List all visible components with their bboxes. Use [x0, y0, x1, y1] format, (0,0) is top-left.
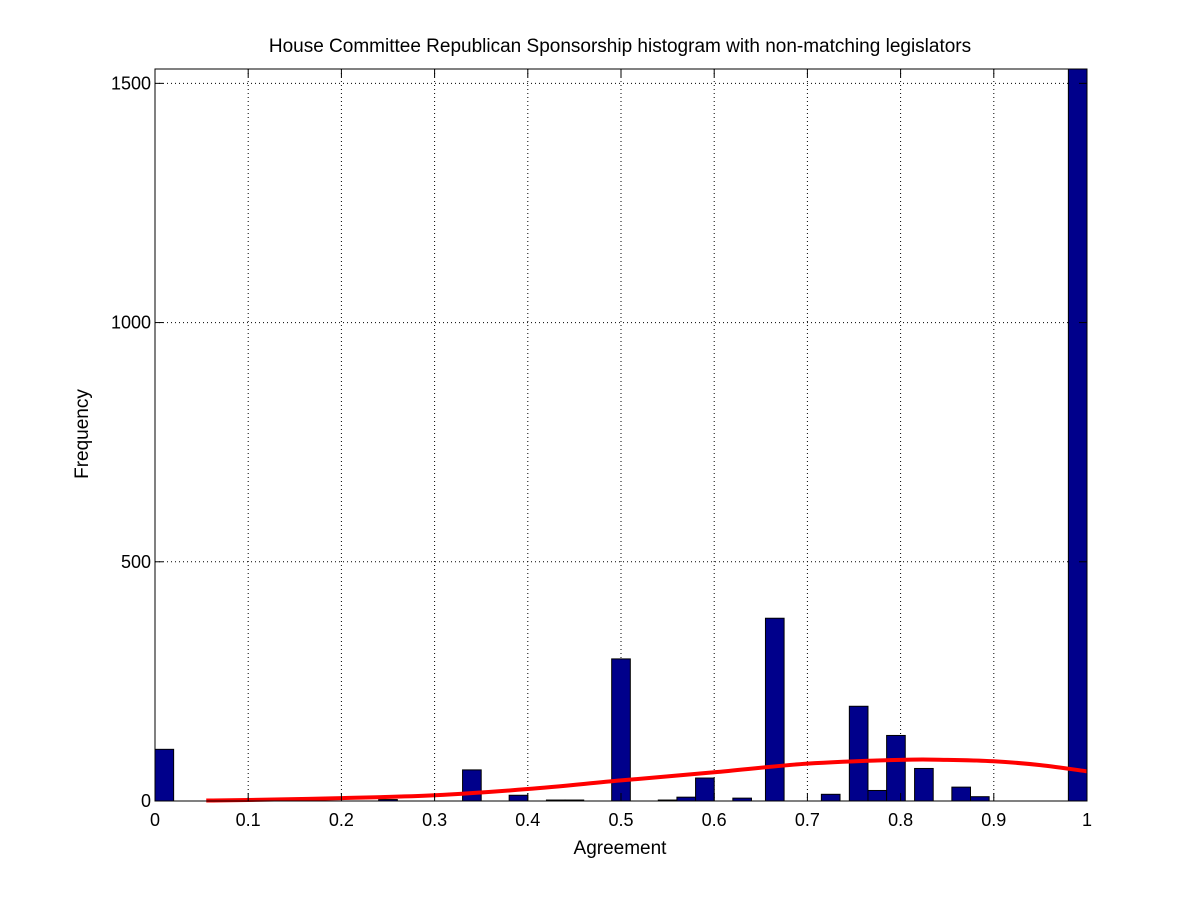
x-tick-label: 0.1	[236, 810, 261, 830]
y-tick-label: 0	[141, 791, 151, 811]
y-tick-label: 1500	[111, 73, 151, 93]
y-axis-title: Frequency	[72, 389, 93, 479]
x-tick-label: 0.7	[795, 810, 820, 830]
histogram-bar	[914, 767, 934, 802]
histogram-bar	[462, 769, 482, 802]
y-tick-label: 500	[121, 552, 151, 572]
histogram-bars	[154, 68, 1088, 802]
axis-ticks: 0 0.1 0.2 0.3 0.4 0.5 0.6 0.7 0.8 0.9 1 0 500 1000 150…	[111, 69, 1092, 830]
histogram-bar	[676, 796, 697, 802]
histogram-bar	[951, 786, 971, 802]
histogram-bar	[764, 617, 785, 802]
x-tick-label: 0.6	[702, 810, 727, 830]
histogram-bar	[848, 705, 869, 802]
histogram-bar	[154, 748, 175, 802]
x-tick-label: 0.8	[888, 810, 913, 830]
x-tick-label: 1	[1082, 810, 1092, 830]
histogram-bar	[886, 734, 906, 802]
x-tick-label: 0.9	[981, 810, 1006, 830]
x-tick-label: 0	[150, 810, 160, 830]
x-tick-label: 0.2	[329, 810, 354, 830]
histogram-bar	[695, 777, 715, 802]
x-tick-label: 0.3	[422, 810, 447, 830]
histogram-bar	[508, 794, 529, 802]
chart-title: House Committee Republican Sponsorship h…	[269, 36, 971, 57]
y-tick-label: 1000	[111, 313, 151, 333]
histogram-bar	[1067, 68, 1088, 802]
histogram-bar	[867, 789, 888, 802]
x-tick-label: 0.5	[608, 810, 633, 830]
x-tick-label: 0.4	[515, 810, 540, 830]
histogram-bar	[820, 793, 841, 802]
grid-lines	[155, 69, 1087, 801]
x-axis-title: Agreement	[574, 838, 668, 859]
histogram-bar	[970, 796, 990, 802]
